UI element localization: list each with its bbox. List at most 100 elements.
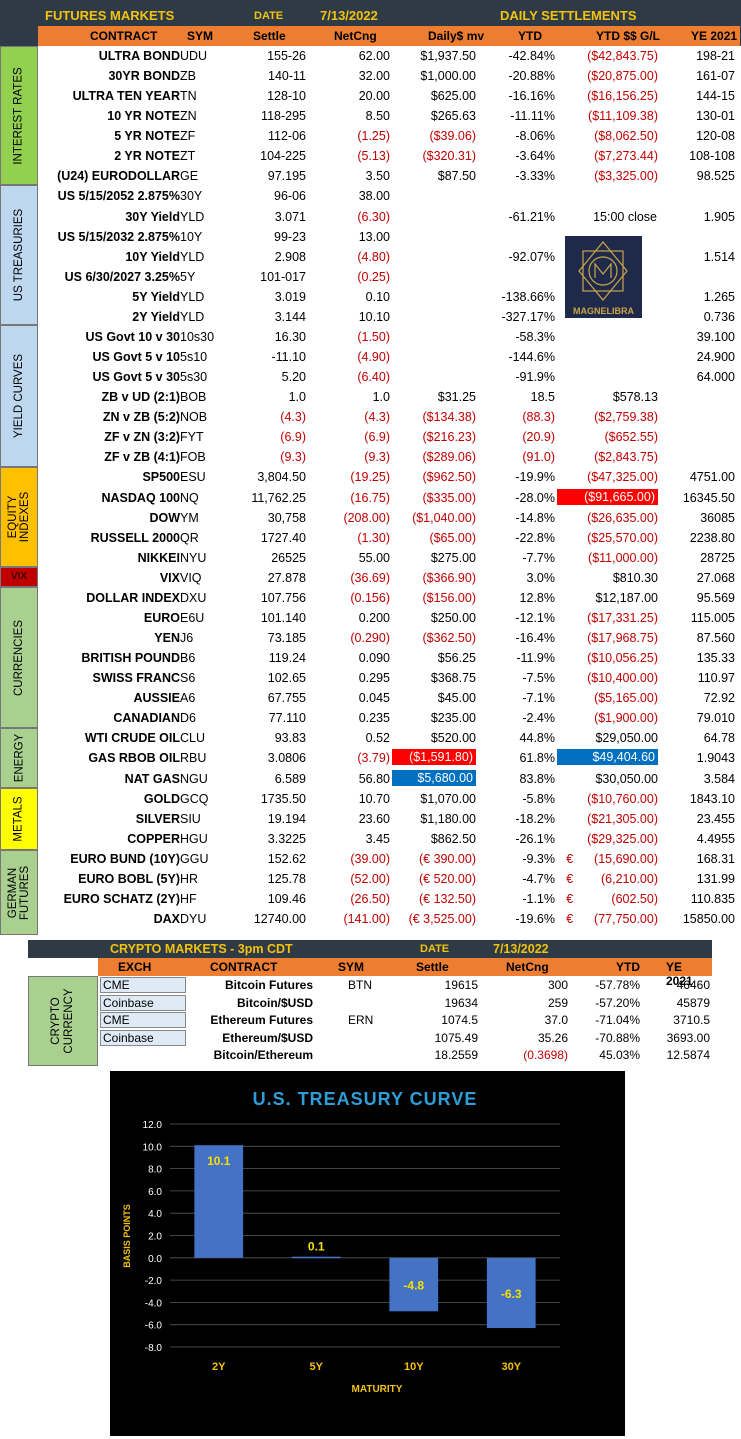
settle-cell: 16.30 (274, 329, 306, 344)
ye2021-cell: 15850.00 (682, 912, 735, 926)
crypto-exch-cell: CME (100, 1012, 186, 1028)
daily-mv-cell: $5,680.00 (392, 769, 476, 786)
logo-text: MAGNELIBRA (573, 306, 634, 316)
daily-mv-cell: $265.63 (430, 109, 476, 124)
sym-cell: ZB (180, 69, 196, 84)
y-tick-label: 4.0 (148, 1209, 162, 1220)
sym-cell: YM (180, 510, 199, 525)
contract-cell: ZB v UD (2:1) (101, 390, 180, 405)
bar-data-label: 0.1 (308, 1240, 325, 1254)
y-tick-label: 10.0 (143, 1142, 163, 1153)
group-label-8: GERMAN FUTURES (0, 850, 38, 935)
crypto-contract-cell: Bitcoin/Ethereum (213, 1048, 313, 1062)
ye2021-cell: 87.560 (696, 631, 735, 646)
col-settle: Settle (253, 29, 286, 43)
ytd-gl-cell: ($10,760.00) (587, 791, 658, 806)
table-row: EURO BUND (10Y) GGU 152.62 (39.00) (€ 390.00… (38, 849, 740, 869)
date-value: 7/13/2022 (320, 8, 378, 23)
group-label-2: YIELD CURVES (0, 325, 38, 467)
contract-cell: 2Y Yield (132, 309, 180, 324)
crypto-sym-cell: ERN (348, 1013, 374, 1027)
table-row: ULTRA BOND UDU 155-26 62.00 $1,937.50 -42.84%… (38, 46, 740, 66)
netcng-cell: 1.0 (372, 390, 390, 405)
daily-mv-cell: ($962.50) (422, 470, 476, 485)
crypto-contract-cell: Ethereum/$USD (222, 1030, 313, 1045)
table-row: 5 YR NOTE ZF 112-06 (1.25) ($39.06) -8.06% ($8… (38, 126, 740, 146)
ye2021-cell: 28725 (700, 550, 735, 565)
ye2021-cell: 130-01 (696, 109, 735, 124)
settle-cell: 3,804.50 (257, 470, 306, 485)
netcng-cell: 62.00 (358, 49, 390, 63)
table-row: WTI CRUDE OIL CLU 93.83 0.52 $520.00 44.8% $29… (38, 728, 740, 748)
netcng-cell: 0.045 (358, 691, 390, 706)
netcng-cell: 23.60 (358, 811, 390, 826)
daily-mv-cell: $1,000.00 (420, 69, 476, 84)
table-row: YEN J6 73.185 (0.290) ($362.50) -16.4% ($17,96… (38, 628, 740, 648)
netcng-cell: 0.090 (358, 651, 390, 666)
table-row: 2Y Yield YLD 3.144 10.10 -327.17% 0.736 (38, 307, 740, 327)
netcng-cell: (208.00) (343, 510, 390, 525)
contract-cell: EURO (143, 610, 180, 625)
daily-mv-cell: ($362.50) (422, 631, 476, 646)
sym-cell: HGU (180, 831, 208, 846)
netcng-cell: (0.156) (350, 590, 390, 605)
contract-cell: COPPER (127, 831, 180, 846)
settle-cell: 107.756 (260, 590, 306, 605)
netcng-cell: (36.69) (350, 570, 390, 585)
netcng-cell: (9.3) (364, 450, 390, 465)
crypto-col-exch: EXCH (118, 960, 152, 974)
table-row: RUSSELL 2000 QR 1727.40 (1.30) ($65.00) -22.8… (38, 528, 740, 548)
netcng-cell: (1.25) (357, 129, 390, 144)
table-row: (U24) EURODOLLAR GE 97.195 3.50 $87.50 -3.33%… (38, 166, 740, 186)
ytd-cell: 44.8% (519, 731, 555, 746)
column-headers: CONTRACT SYM Settle NetCng Daily$ mv YTD… (38, 26, 740, 46)
ytd-gl-cell: $578.13 (612, 390, 658, 405)
sym-cell: 5s10 (180, 350, 208, 365)
daily-mv-cell: ($134.38) (422, 410, 476, 425)
netcng-cell: (3.79) (357, 751, 390, 766)
settle-cell: 3.0806 (267, 751, 306, 766)
ye2021-cell: 198-21 (696, 49, 735, 63)
daily-settlements-title: DAILY SETTLEMENTS (500, 8, 637, 23)
ytd-gl-cell: ($5,165.00) (594, 691, 658, 706)
sym-cell: RBU (180, 751, 207, 766)
contract-cell: ULTRA TEN YEAR (72, 89, 180, 104)
ytd-gl-cell: ($2,759.38) (594, 410, 658, 425)
crypto-col-netcng: NetCng (506, 960, 549, 974)
table-row: 30YR BOND ZB 140-11 32.00 $1,000.00 -20.88% ($… (38, 66, 740, 86)
group-label-1: US TREASURIES (0, 185, 38, 325)
table-row: DOW YM 30,758 (208.00) ($1,040.00) -14.8% ($26… (38, 508, 740, 528)
sym-cell: YLD (180, 289, 205, 304)
contract-cell: NASDAQ 100 (101, 490, 181, 505)
settle-cell: 30,758 (267, 510, 306, 525)
netcng-cell: (4.90) (357, 350, 390, 365)
contract-cell: ZF v ZB (4:1) (104, 450, 180, 465)
crypto-exch-cell: Coinbase (100, 994, 186, 1011)
sym-cell: 10s30 (180, 329, 215, 344)
daily-mv-cell: ($39.06) (429, 129, 476, 144)
col-sym: SYM (187, 29, 214, 43)
crypto-settle-cell: 19615 (444, 978, 478, 992)
table-row: SP500 ESU 3,804.50 (19.25) ($962.50) -19.9% ($… (38, 467, 740, 487)
crypto-col-contract: CONTRACT (210, 960, 278, 974)
daily-mv-cell: $87.50 (437, 169, 476, 184)
sym-cell: ZT (180, 149, 196, 164)
contract-cell: US 5/15/2032 2.875% (57, 229, 180, 244)
bar (389, 1257, 439, 1312)
ye2021-cell: 23.455 (696, 811, 735, 826)
ytd-gl-cell: ($1,900.00) (594, 711, 658, 726)
sym-cell: NOB (180, 410, 208, 425)
netcng-cell: 0.10 (365, 289, 390, 304)
netcng-cell: (1.30) (357, 530, 390, 545)
daily-mv-cell: $56.25 (437, 651, 476, 666)
table-row: US 5/15/2032 2.875% 10Y 99-23 13.00 (38, 227, 740, 247)
settle-cell: 2.908 (274, 249, 306, 264)
contract-cell: DAX (153, 912, 180, 926)
daily-mv-cell: $625.00 (430, 89, 476, 104)
ytd-gl-cell: ($26,635.00) (587, 510, 658, 525)
settle-cell: 26525 (271, 550, 306, 565)
group-label-5: CURRENCIES (0, 587, 38, 728)
bar (291, 1256, 341, 1259)
netcng-cell: (16.75) (350, 490, 390, 505)
ytd-cell: -58.3% (515, 329, 555, 344)
